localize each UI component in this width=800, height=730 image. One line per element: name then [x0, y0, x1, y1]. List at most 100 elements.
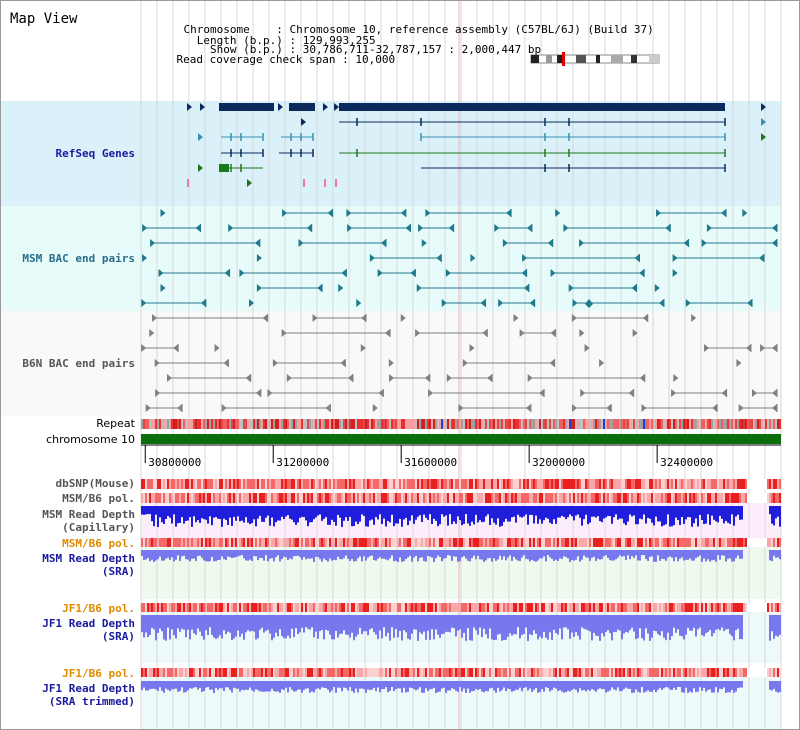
msm-pol-block: [203, 493, 205, 503]
msm-bac-pair-end: [654, 284, 660, 292]
jf1-trim-depth-bar: [717, 681, 719, 693]
jf1-trim-depth-bar: [423, 681, 425, 693]
msm-capillary-depth-bar: [683, 506, 685, 524]
msm-pol2-block: [621, 538, 623, 547]
jf1-trim-depth-bar: [367, 681, 369, 690]
msm-capillary-depth-bar: [599, 506, 601, 522]
dbsnp-block: [687, 479, 689, 489]
jf1-pol2-block: [703, 668, 705, 677]
msm-sra-depth-bar: [463, 550, 465, 557]
jf1-sra-depth-bar: [141, 615, 143, 633]
jf1-pol-block: [725, 603, 727, 612]
msm-pol2-label: MSM/B6 pol.: [62, 537, 135, 550]
msm-bac-pair-end: [665, 224, 671, 232]
msm-pol2-block: [311, 538, 313, 547]
msm-sra-depth-bar: [635, 550, 637, 556]
jf1-sra-depth-bar: [255, 615, 257, 640]
dbsnp-block: [627, 479, 629, 489]
dbsnp-block: [457, 479, 459, 489]
jf1-sra-depth-bar: [599, 615, 601, 641]
jf1-sra-depth-bar: [383, 615, 385, 628]
jf1-pol2-block: [571, 668, 573, 677]
msm-capillary-depth-bar: [665, 506, 667, 525]
jf1-pol2-block: [465, 668, 467, 677]
msm-sra-depth-bar: [725, 550, 727, 562]
msm-capillary-depth-bar: [553, 506, 555, 520]
msm-sra-depth-bar: [393, 550, 395, 562]
msm-capillary-depth-bar: [487, 506, 489, 515]
msm-pol-block: [663, 493, 665, 503]
jf1-pol2-block: [245, 668, 247, 677]
msm-pol-block: [377, 493, 379, 503]
repeat-block: [675, 419, 677, 429]
msm-pol2-block: [339, 538, 341, 547]
jf1-pol-block: [755, 603, 757, 612]
msm-bac-pair-end: [758, 254, 764, 262]
msm-capillary-depth-bar: [607, 506, 609, 516]
jf1-pol-block: [699, 603, 701, 612]
msm-capillary-depth-bar: [409, 506, 411, 521]
repeat-block: [465, 419, 467, 429]
msm-bac-pair-end: [341, 269, 347, 277]
msm-pol-block: [455, 493, 457, 503]
jf1-sra-depth-bar: [433, 615, 435, 640]
repeat-block: [585, 419, 587, 429]
dbsnp-block: [369, 479, 371, 489]
jf1-trim-depth-bar: [415, 681, 417, 691]
msm-pol2-block: [255, 538, 257, 547]
b6n-bac-pair-end: [772, 344, 777, 352]
msm-pol-label: MSM/B6 pol.: [62, 492, 135, 505]
msm-bac-label: MSM BAC end pairs: [22, 252, 135, 265]
jf1-sra-depth-bar: [447, 615, 449, 632]
msm-pol-block: [169, 493, 171, 503]
jf1-pol-block: [415, 603, 417, 612]
jf1-sra-depth-bar: [517, 615, 519, 628]
jf1-pol2-block: [739, 668, 741, 677]
jf1-pol-block: [595, 603, 597, 612]
jf1-pol2-block: [407, 668, 409, 677]
jf1-sra-depth-bar: [205, 615, 207, 631]
jf1-sra-depth-bar: [639, 615, 641, 629]
jf1-sra-depth-bar: [281, 615, 283, 637]
jf1-pol-block: [189, 603, 191, 612]
jf1-pol-block: [267, 603, 269, 612]
repeat-block: [339, 419, 341, 429]
jf1-sra-depth-bar: [435, 615, 437, 630]
jf1-sra-depth-bar: [779, 615, 781, 635]
jf1-trim-depth-bar: [203, 681, 205, 692]
msm-pol2-block: [455, 538, 457, 547]
b6n-bac-pair-end: [571, 314, 577, 322]
msm-sra-depth-bar: [695, 550, 697, 558]
msm-capillary-depth-bar: [251, 506, 253, 524]
jf1-sra-depth-bar: [319, 615, 321, 632]
jf1-pol-block: [357, 603, 359, 612]
jf1-trim-depth-bar: [307, 681, 309, 689]
jf1-sra-depth-bar: [687, 615, 689, 628]
repeat-block: [401, 419, 403, 429]
msm-pol-block: [403, 493, 405, 503]
repeat-block: [281, 419, 283, 429]
jf1-sra-depth-bar: [649, 615, 651, 641]
jf1-pol2-block: [171, 668, 173, 677]
repeat-block: [147, 419, 149, 429]
dbsnp-block: [727, 479, 729, 489]
jf1-pol-block: [213, 603, 215, 612]
msm-sra-depth-bar: [287, 550, 289, 561]
msm-pol-block: [527, 493, 529, 503]
msm-bac-pair-end: [256, 254, 262, 262]
jf1-trim-depth-bar: [671, 681, 673, 690]
msm-pol2-block: [257, 538, 259, 547]
msm-sra-depth-bar: [499, 550, 501, 556]
msm-pol2-block: [739, 538, 741, 547]
msm-pol-block: [659, 493, 661, 503]
msm-pol2-block: [197, 538, 199, 547]
jf1-sra-depth-bar: [217, 615, 219, 638]
msm-pol2-block: [309, 538, 311, 547]
msm-pol2-block: [759, 538, 761, 547]
jf1-sra-depth-bar: [155, 615, 157, 641]
jf1-pol-block: [669, 603, 671, 612]
msm-capillary-depth-bar: [571, 506, 573, 517]
msm-capillary-depth-bar: [159, 506, 161, 518]
msm-pol-block: [339, 493, 341, 503]
